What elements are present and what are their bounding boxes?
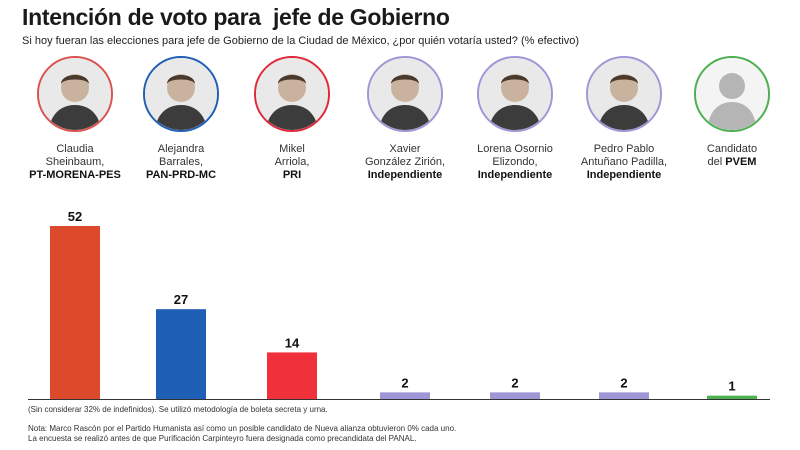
bar <box>50 226 100 399</box>
candidate-party-name: PAN-PRD-MC <box>145 169 217 181</box>
vote-bar-chart: 52 27 14 2 2 2 1 <box>28 209 770 400</box>
candidate-party-name: Independiente <box>586 169 662 181</box>
note-line: La encuesta se realizó antes de que Puri… <box>28 434 417 443</box>
candidate-name-line: Arriola, <box>274 156 310 168</box>
candidate-name-line: Alejandra <box>157 143 205 155</box>
bar <box>490 392 540 399</box>
chart-title: Intención de voto para jefe de Gobierno <box>22 4 450 30</box>
candidate-photo-icon <box>254 56 330 132</box>
candidate-name-line: Lorena Osornio <box>477 143 553 155</box>
candidate-photo-icon <box>367 56 443 132</box>
candidate-name-line: Antuñano Padilla, <box>580 156 668 168</box>
candidate-photo-icon <box>586 56 662 132</box>
candidate-name-line: Pedro Pablo <box>593 143 655 155</box>
candidate-name: Claudia Sheinbaum, <box>15 143 135 169</box>
candidate-party-name: PVEM <box>725 156 757 168</box>
bar <box>599 392 649 399</box>
candidate-photo-icon <box>37 56 113 132</box>
candidate-party: del PVEM <box>672 156 792 169</box>
candidate-party: PT-MORENA-PES <box>15 169 135 182</box>
bar-value-label: 27 <box>174 292 188 307</box>
candidate-name-line: Mikel <box>279 143 305 155</box>
candidate-card: Claudia Sheinbaum, PT-MORENA-PES <box>15 56 135 182</box>
bar-value-label: 52 <box>68 209 82 224</box>
candidate-party: Independiente <box>455 169 575 182</box>
candidate-photo-icon <box>143 56 219 132</box>
candidate-party-name: Independiente <box>367 169 443 181</box>
candidate-photo-icon <box>477 56 553 132</box>
bar-value-label: 2 <box>620 375 627 390</box>
candidate-card: Candidato del PVEM <box>672 56 792 169</box>
candidate-party-name: Independiente <box>477 169 553 181</box>
candidate-name-line: Claudia <box>56 143 94 155</box>
notes-block: Nota: Marco Rascón por el Partido Humani… <box>28 424 456 444</box>
candidate-name-line: Sheinbaum, <box>45 156 105 168</box>
bar <box>267 352 317 399</box>
bar <box>707 395 757 399</box>
bar <box>380 392 430 399</box>
candidate-party-prefix: del <box>707 156 726 168</box>
candidate-party: Independiente <box>564 169 684 182</box>
silhouette-icon <box>694 56 770 132</box>
bar <box>156 309 206 399</box>
candidate-name: Mikel Arriola, <box>232 143 352 169</box>
candidate-card: Alejandra Barrales, PAN-PRD-MC <box>121 56 241 182</box>
candidate-party-name: PRI <box>282 169 302 181</box>
bar-value-label: 14 <box>285 335 300 350</box>
candidate-card: Xavier González Zirión, Independiente <box>345 56 465 182</box>
candidate-name-line: González Zirión, <box>364 156 446 168</box>
candidate-card: Lorena Osornio Elizondo, Independiente <box>455 56 575 182</box>
candidate-card: Mikel Arriola, PRI <box>232 56 352 182</box>
candidate-name: Candidato <box>672 143 792 156</box>
note-line: Nota: Marco Rascón por el Partido Humani… <box>28 424 457 433</box>
candidate-name: Xavier González Zirión, <box>345 143 465 169</box>
candidate-name-line: Xavier <box>389 143 421 155</box>
candidate-card: Pedro Pablo Antuñano Padilla, Independient… <box>564 56 684 182</box>
chart-subtitle: Si hoy fueran las elecciones para jefe d… <box>22 35 580 47</box>
candidate-row: Claudia Sheinbaum, PT-MORENA-PES Alejandra B… <box>0 56 800 201</box>
bar-value-label: 2 <box>511 375 518 390</box>
candidate-party: PRI <box>232 169 352 182</box>
footnote: (Sin considerar 32% de indefinidos). Se … <box>28 405 328 414</box>
candidate-party: Independiente <box>345 169 465 182</box>
candidate-name: Pedro Pablo Antuñano Padilla, <box>564 143 684 169</box>
candidate-name-line: Candidato <box>706 143 758 155</box>
candidate-name: Lorena Osornio Elizondo, <box>455 143 575 169</box>
candidate-name-line: Barrales, <box>158 156 204 168</box>
bar-value-label: 2 <box>401 375 408 390</box>
candidate-name-line: Elizondo, <box>492 156 538 168</box>
bar-value-label: 1 <box>728 379 735 394</box>
candidate-party-name: PT-MORENA-PES <box>29 169 121 181</box>
candidate-name: Alejandra Barrales, <box>121 143 241 169</box>
candidate-party: PAN-PRD-MC <box>121 169 241 182</box>
